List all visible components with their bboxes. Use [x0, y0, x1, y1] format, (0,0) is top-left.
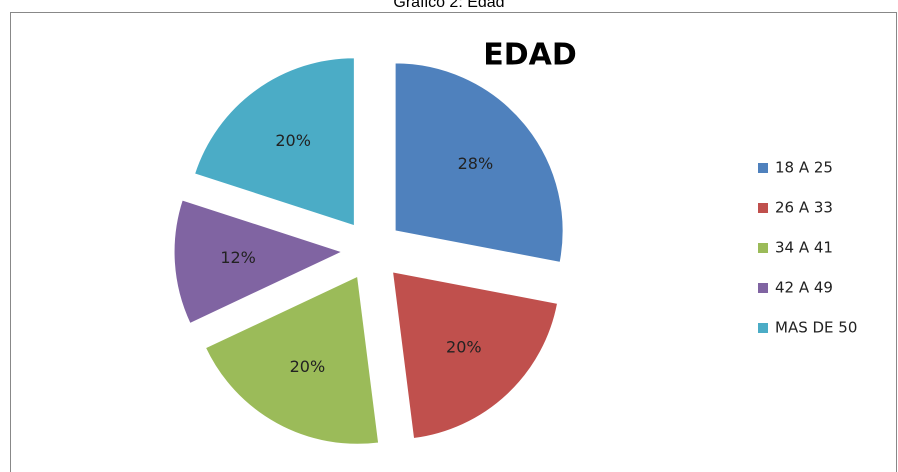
legend-swatch [758, 323, 768, 333]
legend-swatch [758, 243, 768, 253]
pie-slice [173, 199, 344, 325]
legend-label: 42 A 49 [775, 279, 833, 297]
slice-label: 28% [458, 154, 494, 173]
pie-slice [193, 57, 355, 227]
pie-slice [391, 271, 559, 440]
slice-label: 20% [446, 337, 482, 356]
legend-swatch [758, 203, 768, 213]
slice-label: 12% [220, 248, 256, 267]
legend-label: 26 A 33 [775, 199, 833, 217]
slice-label: 20% [290, 357, 326, 376]
caption-bg [340, 0, 560, 11]
pie-slice [394, 62, 564, 263]
legend-label: 34 A 41 [775, 239, 833, 257]
legend-swatch [758, 163, 768, 173]
chart-title: EDAD [483, 38, 577, 73]
legend-swatch [758, 283, 768, 293]
chart-caption: Grafico 2: Edad [393, 0, 504, 11]
legend-label: 18 A 25 [775, 159, 833, 177]
slice-label: 20% [275, 131, 311, 150]
pie-slice [204, 275, 380, 445]
legend-label: MAS DE 50 [775, 319, 857, 337]
